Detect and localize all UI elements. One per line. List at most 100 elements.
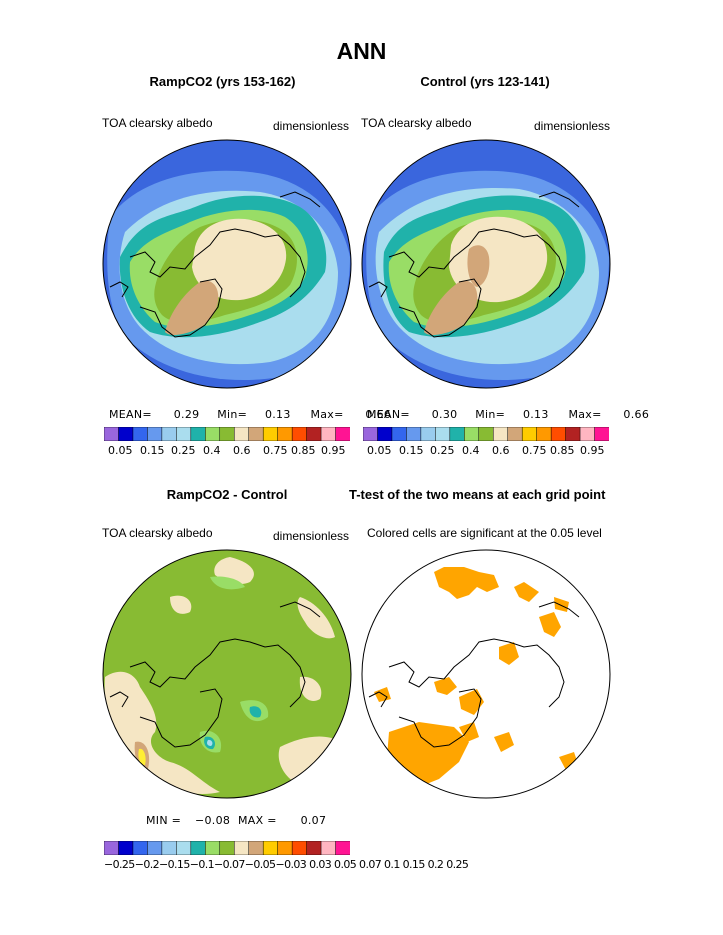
significant-cells — [499, 642, 519, 665]
colorbar-swatch — [521, 427, 538, 441]
min-label: Min= — [475, 408, 506, 421]
colorbar-swatch — [291, 841, 308, 855]
colorbar-rampco2 — [104, 427, 350, 441]
map-difference — [102, 549, 352, 799]
map-ttest — [361, 549, 611, 799]
colorbar-swatch — [335, 427, 350, 441]
min-value: −0.08 — [194, 814, 231, 827]
variable-label: TOA clearsky albedo — [361, 116, 472, 130]
map-control — [361, 139, 611, 389]
colorbar-swatch — [594, 427, 609, 441]
significant-cells — [459, 689, 484, 715]
min-label: MIN = — [146, 814, 182, 827]
map-boundary — [102, 139, 352, 389]
figure-title: ANN — [336, 38, 387, 64]
map-rampco2 — [102, 139, 352, 389]
colorbar-swatch — [579, 427, 596, 441]
colorbar-swatch — [406, 427, 422, 441]
colorbar-swatch — [449, 427, 465, 441]
region-yellow — [138, 748, 146, 766]
significant-cells — [514, 582, 539, 602]
colorbar-difference — [104, 841, 350, 855]
max-label: MAX = — [238, 814, 277, 827]
colorbar-swatch — [492, 427, 509, 441]
colorbar-swatch — [132, 427, 148, 441]
panel-title-difference: RampCO2 - Control — [166, 487, 288, 502]
min-label: Min= — [217, 408, 248, 421]
coastline — [109, 191, 321, 338]
colorbar-swatch — [248, 427, 264, 441]
colorbar-swatch — [420, 427, 436, 441]
max-label: Max= — [568, 408, 602, 421]
stats-control: MEAN= 0.30 Min= 0.13 Max= 0.66 — [367, 408, 649, 421]
colorbar-swatch — [277, 427, 293, 441]
units-label: dimensionless — [534, 119, 611, 133]
colorbar-label: 0.75 — [263, 444, 288, 457]
colorbar-swatch — [478, 427, 494, 441]
region-tan — [165, 280, 219, 336]
colorbar-label: 0.85 — [291, 444, 316, 457]
map-boundary — [102, 549, 352, 799]
colorbar-label: 0.15 — [140, 444, 165, 457]
colorbar-swatch — [363, 427, 379, 441]
colorbar-label: 0.95 — [321, 444, 346, 457]
colorbar-swatch — [306, 841, 322, 855]
colorbar-swatch — [190, 427, 206, 441]
stats-difference: MIN = −0.08 MAX = 0.07 — [146, 814, 326, 827]
colorbar-swatch — [176, 841, 192, 855]
colorbar-label: 0.05 — [108, 444, 133, 457]
colorbar-label: 0.4 — [203, 444, 221, 457]
colorbar-swatch — [320, 841, 337, 855]
colorbar-swatch — [104, 427, 120, 441]
colorbar-control — [363, 427, 609, 441]
significant-cells — [434, 677, 457, 695]
mean-label: MEAN= — [109, 408, 152, 421]
significant-cells — [494, 732, 514, 752]
region-teal — [249, 706, 262, 718]
mean-value: 0.30 — [431, 408, 458, 421]
region-light-green — [210, 576, 245, 590]
significant-cells — [459, 722, 479, 742]
region-tan — [467, 245, 490, 287]
colorbar-swatch — [118, 841, 134, 855]
colorbar-swatch — [335, 841, 350, 855]
min-value: 0.13 — [522, 408, 549, 421]
colorbar-swatch — [147, 841, 163, 855]
colorbar-swatch — [377, 427, 393, 441]
colorbar-swatch — [118, 427, 134, 441]
colorbar-swatch — [435, 427, 451, 441]
colorbar-label: 0.25 — [430, 444, 455, 457]
colorbar-label: 0.05 — [367, 444, 392, 457]
stats-rampco2: MEAN= 0.29 Min= 0.13 Max= 0.66 — [109, 408, 391, 421]
panel-title-control: Control (yrs 123-141) — [420, 74, 550, 89]
colorbar-swatch — [550, 427, 567, 441]
coastline — [109, 601, 321, 748]
coastline — [368, 601, 580, 748]
colorbar-swatch — [219, 841, 235, 855]
colorbar-swatch — [536, 427, 552, 441]
region-cream — [278, 736, 340, 785]
variable-label: TOA clearsky albedo — [102, 526, 213, 540]
max-value: 0.07 — [300, 814, 327, 827]
colorbar-label: 0.15 — [399, 444, 424, 457]
significant-cells — [434, 567, 499, 599]
region-tan-greenland — [424, 280, 478, 336]
max-value: 0.66 — [365, 408, 392, 421]
significant-cells — [554, 597, 569, 612]
colorbar-swatch — [233, 427, 250, 441]
colorbar-label: 0.85 — [550, 444, 575, 457]
mean-label: MEAN= — [367, 408, 410, 421]
colorbar-label: 0.75 — [522, 444, 547, 457]
panel-title-ttest: T-test of the two means at each grid poi… — [349, 487, 606, 502]
colorbar-swatch — [205, 841, 221, 855]
region-light-blue — [207, 739, 213, 746]
colorbar-swatch — [161, 427, 177, 441]
mean-value: 0.29 — [173, 408, 200, 421]
units-label: dimensionless — [273, 529, 350, 543]
colorbar-label: 0.4 — [462, 444, 480, 457]
colorbar-label: 0.25 — [171, 444, 196, 457]
max-value: 0.66 — [623, 408, 650, 421]
colorbar-swatch — [132, 841, 148, 855]
colorbar-swatch — [306, 427, 322, 441]
colorbar-labels-difference: −0.25−0.2−0.15−0.1−0.07−0.05−0.03 0.03 0… — [104, 858, 469, 871]
